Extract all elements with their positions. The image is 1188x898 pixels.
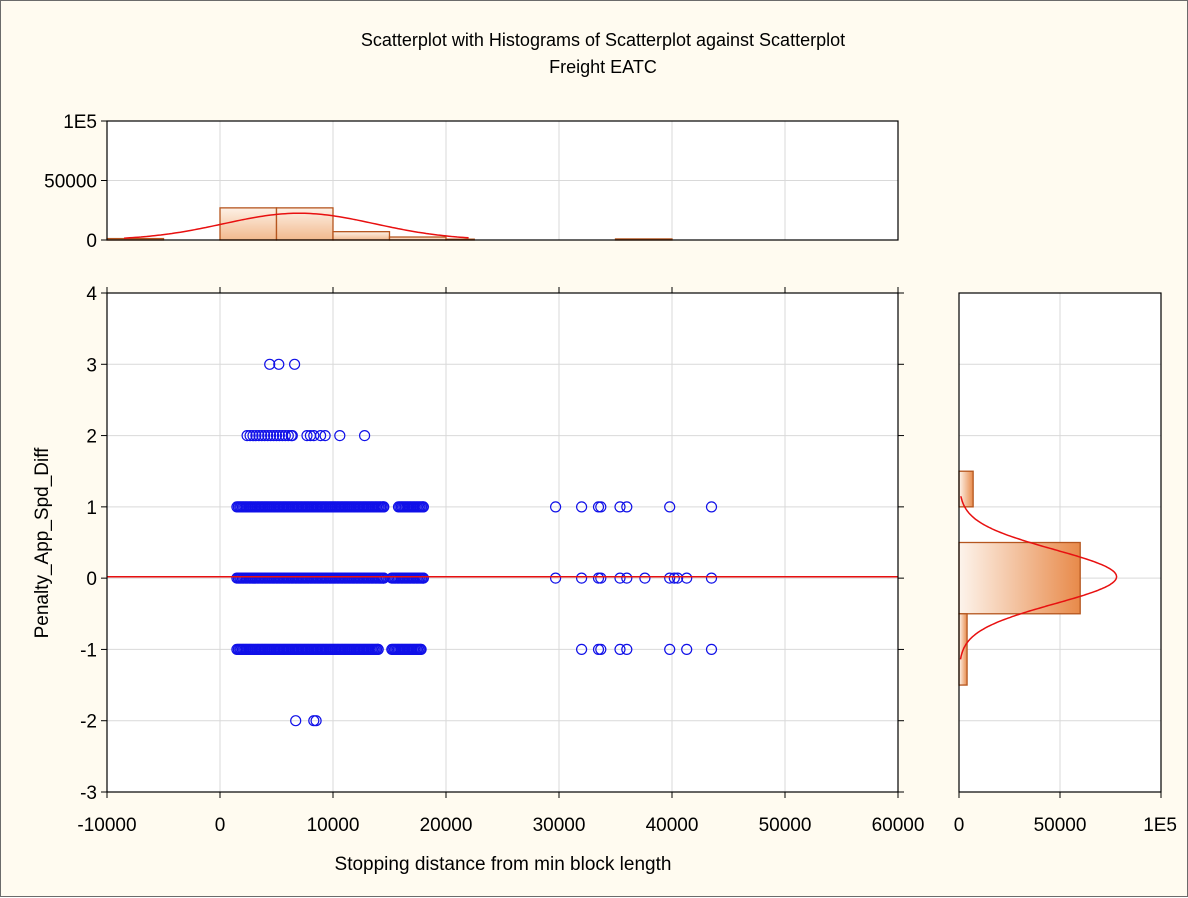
x-axis-label: Stopping distance from min block length bbox=[335, 854, 672, 875]
data-point bbox=[319, 430, 331, 442]
data-point bbox=[668, 572, 680, 584]
data-point bbox=[671, 572, 684, 584]
x-tick-label: -10000 bbox=[77, 815, 136, 836]
data-point bbox=[639, 572, 651, 584]
data-point bbox=[259, 430, 271, 442]
data-point bbox=[262, 430, 274, 442]
data-point bbox=[417, 572, 429, 584]
data-point bbox=[273, 430, 285, 442]
y-histogram-panel: 0 50000 1E5 bbox=[954, 292, 1177, 836]
data-point bbox=[614, 643, 626, 656]
x-tick-label: 60000 bbox=[872, 815, 925, 836]
chart-subtitle: Freight EATC bbox=[549, 57, 657, 77]
data-point bbox=[681, 643, 693, 656]
data-point bbox=[273, 358, 285, 370]
data-point bbox=[268, 430, 280, 442]
data-point bbox=[575, 572, 588, 584]
data-point bbox=[575, 501, 588, 513]
data-point bbox=[417, 501, 429, 513]
data-point bbox=[253, 430, 265, 442]
x-histogram-normal-curve bbox=[123, 212, 469, 239]
data-point bbox=[705, 501, 718, 513]
chart-title: Scatterplot with Histograms of Scatterpl… bbox=[361, 30, 845, 50]
data-point bbox=[664, 572, 676, 584]
data-point bbox=[315, 430, 327, 442]
x-tick-label: 30000 bbox=[533, 815, 586, 836]
data-point bbox=[308, 430, 320, 442]
y-histogram-normal-curve bbox=[959, 496, 1118, 660]
plot-area bbox=[107, 293, 898, 792]
data-point bbox=[244, 430, 256, 442]
y-axis-label: Penalty_App_Spd_Diff bbox=[32, 447, 53, 639]
x-tick-label: 20000 bbox=[420, 815, 473, 836]
y-histogram-tick-label: 1E5 bbox=[1143, 815, 1177, 836]
data-point bbox=[549, 501, 562, 513]
data-point bbox=[705, 572, 718, 584]
scatter-panel: -10000 0 10000 20000 30000 40000 50000 60000 -3 -… bbox=[77, 284, 924, 836]
y-tick-label: 4 bbox=[86, 284, 97, 305]
data-point bbox=[614, 572, 626, 584]
data-point bbox=[250, 430, 262, 442]
y-histogram-bar bbox=[958, 541, 1081, 615]
y-histogram-tick-label: 0 bbox=[954, 815, 965, 836]
data-point bbox=[621, 501, 633, 513]
y-tick-label: 0 bbox=[86, 569, 97, 590]
data-point bbox=[282, 430, 294, 442]
x-histogram-bar bbox=[219, 207, 278, 241]
y-tick-label: -3 bbox=[80, 783, 97, 804]
data-point bbox=[289, 358, 301, 370]
data-point bbox=[247, 430, 259, 442]
data-point bbox=[286, 430, 298, 442]
data-point bbox=[334, 430, 346, 442]
x-histogram-tick-label: 0 bbox=[86, 231, 97, 252]
data-point bbox=[359, 430, 371, 442]
data-point bbox=[595, 643, 607, 656]
data-point bbox=[310, 715, 322, 727]
data-point bbox=[378, 501, 390, 513]
data-point bbox=[664, 501, 676, 513]
data-point bbox=[256, 430, 268, 442]
data-point bbox=[705, 643, 718, 656]
x-histogram-tick-label: 1E5 bbox=[63, 112, 97, 133]
data-point bbox=[279, 430, 291, 442]
data-point bbox=[664, 643, 676, 656]
x-histogram-tick-label: 50000 bbox=[44, 172, 97, 193]
data-point bbox=[264, 358, 276, 370]
data-point bbox=[372, 643, 384, 656]
data-point bbox=[621, 643, 633, 656]
data-point bbox=[614, 501, 626, 513]
data-point bbox=[595, 572, 607, 584]
x-tick-label: 10000 bbox=[307, 815, 360, 836]
data-point bbox=[378, 572, 390, 584]
y-tick-label: -2 bbox=[80, 712, 97, 733]
data-point bbox=[290, 715, 302, 727]
y-tick-label: 3 bbox=[86, 355, 97, 376]
data-point bbox=[681, 572, 693, 584]
data-point bbox=[415, 643, 427, 656]
data-point bbox=[301, 430, 313, 442]
x-histogram-panel: 0 50000 1E5 bbox=[44, 112, 899, 252]
y-tick-label: -1 bbox=[80, 640, 97, 661]
data-point bbox=[265, 430, 277, 442]
y-tick-label: 2 bbox=[86, 427, 97, 448]
data-point bbox=[270, 430, 283, 442]
plot-border bbox=[106, 292, 899, 793]
y-histogram-bar bbox=[958, 470, 974, 508]
data-point bbox=[621, 572, 633, 584]
data-point bbox=[241, 430, 253, 442]
data-point bbox=[595, 501, 607, 513]
x-tick-label: 40000 bbox=[646, 815, 699, 836]
x-tick-label: 50000 bbox=[759, 815, 812, 836]
y-tick-label: 1 bbox=[86, 498, 97, 519]
x-histogram-bar bbox=[332, 231, 391, 241]
y-histogram-tick-label: 50000 bbox=[1034, 815, 1087, 836]
x-tick-label: 0 bbox=[215, 815, 226, 836]
data-point bbox=[549, 572, 562, 584]
data-point bbox=[575, 643, 588, 656]
